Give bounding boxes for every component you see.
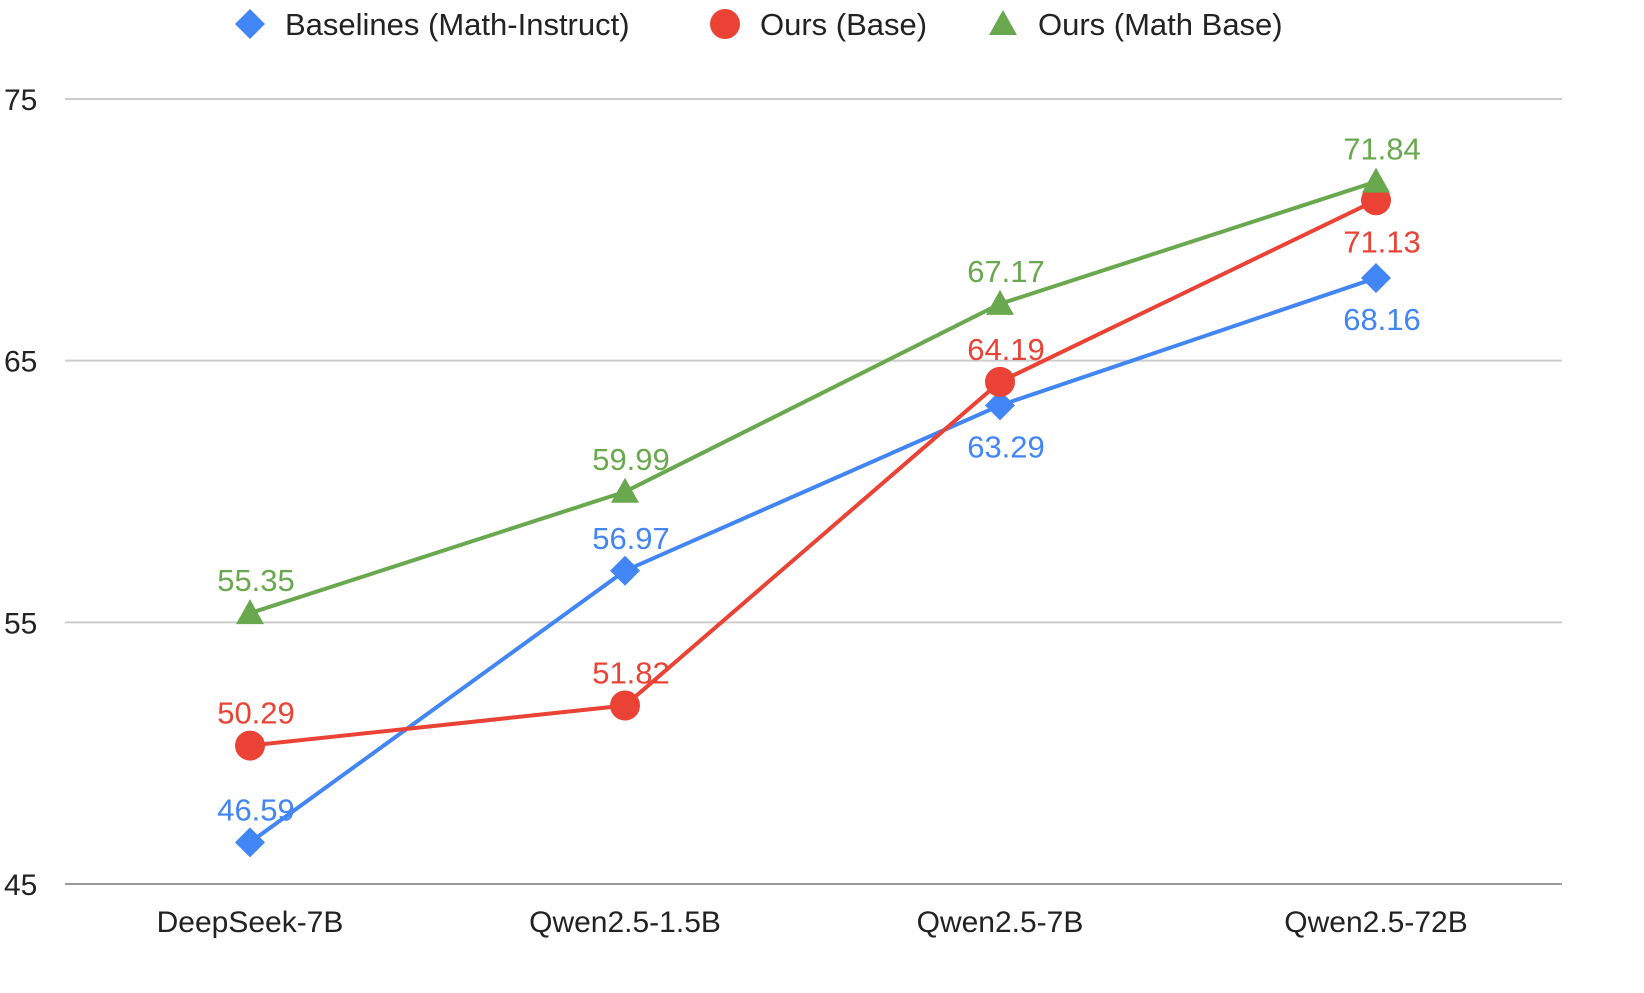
diamond-marker xyxy=(610,555,640,586)
triangle-marker xyxy=(236,599,264,625)
circle-marker xyxy=(1361,185,1391,216)
x-tick-label: Qwen2.5-72B xyxy=(1284,906,1467,939)
series-layer xyxy=(235,167,1391,858)
legend-label: Ours (Math Base) xyxy=(1038,7,1283,42)
data-label: 71.84 xyxy=(1343,132,1421,167)
data-label: 67.17 xyxy=(967,254,1045,289)
data-label: 51.82 xyxy=(592,656,670,691)
gridlines xyxy=(65,98,1562,885)
data-label: 63.29 xyxy=(967,429,1045,464)
triangle-marker xyxy=(986,289,1014,315)
data-labels: 46.59 56.97 63.29 68.16 50.29 51.82 64.19 71.13… xyxy=(217,132,1421,828)
diamond-marker xyxy=(235,9,265,39)
data-label: 55.35 xyxy=(217,563,295,598)
x-tick-label: Qwen2.5-1.5B xyxy=(529,906,721,939)
legend-item: Ours (Base) xyxy=(710,7,927,42)
data-label: 71.13 xyxy=(1343,224,1421,259)
circle-marker xyxy=(710,9,740,39)
data-label: 59.99 xyxy=(592,442,670,477)
y-tick-label: 45 xyxy=(4,869,37,902)
circle-marker xyxy=(235,730,265,761)
x-tick-label: Qwen2.5-7B xyxy=(917,906,1084,939)
y-tick-label: 55 xyxy=(4,607,37,640)
triangle-marker xyxy=(989,10,1017,35)
data-label: 46.59 xyxy=(217,792,295,827)
data-label: 56.97 xyxy=(592,521,670,556)
series-line xyxy=(249,198,1377,748)
series-0 xyxy=(235,262,1391,858)
legend-label: Baselines (Math-Instruct) xyxy=(285,7,630,42)
series-line xyxy=(248,276,1377,845)
diamond-marker xyxy=(235,827,265,858)
series-2 xyxy=(236,167,1390,625)
data-label: 50.29 xyxy=(217,696,295,731)
circle-marker xyxy=(610,690,640,721)
y-tick-label: 65 xyxy=(4,346,37,379)
series-1 xyxy=(235,185,1391,761)
circle-marker xyxy=(985,366,1015,397)
x-tick-label: DeepSeek-7B xyxy=(157,906,344,939)
legend: Baselines (Math-Instruct) Ours (Base) Ours… xyxy=(235,7,1283,42)
data-label: 68.16 xyxy=(1343,302,1421,337)
legend-item: Baselines (Math-Instruct) xyxy=(235,7,630,42)
data-label: 64.19 xyxy=(967,332,1045,367)
legend-item: Ours (Math Base) xyxy=(989,7,1283,42)
triangle-marker xyxy=(1362,167,1390,193)
x-axis-ticks: DeepSeek-7B Qwen2.5-1.5B Qwen2.5-7B Qwen2.5… xyxy=(157,906,1468,939)
diamond-marker xyxy=(1361,262,1391,293)
y-axis-ticks: 45 55 65 75 xyxy=(4,84,37,902)
y-tick-label: 75 xyxy=(4,84,37,117)
series-line xyxy=(249,179,1377,616)
triangle-marker xyxy=(611,477,639,503)
diamond-marker xyxy=(985,390,1015,421)
legend-label: Ours (Base) xyxy=(760,7,927,42)
